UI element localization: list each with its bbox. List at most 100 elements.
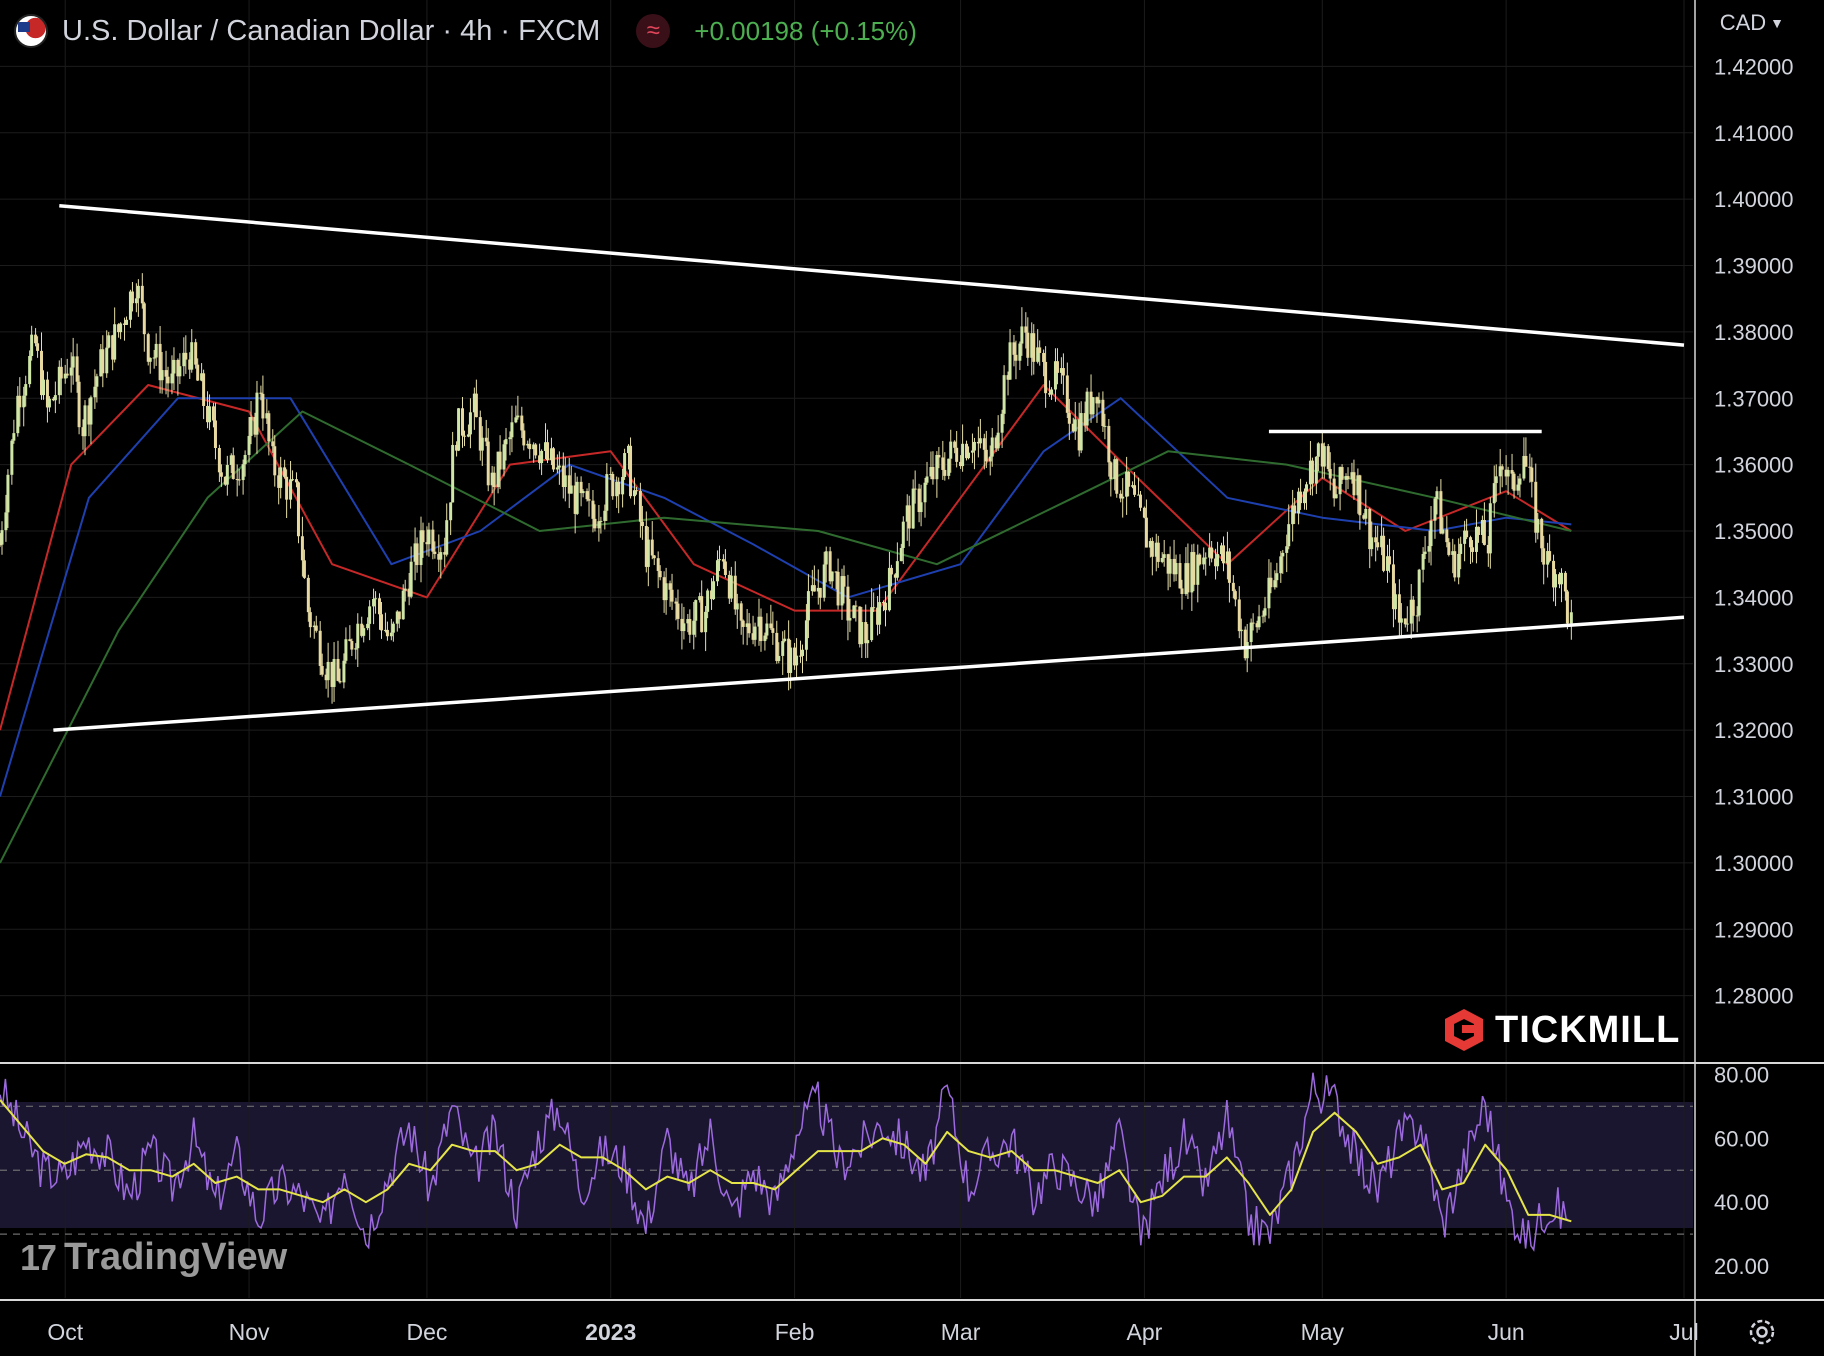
- candle-body: [1204, 557, 1208, 559]
- candle-body: [1374, 537, 1378, 543]
- candle-body: [965, 443, 969, 459]
- candle-body: [1546, 551, 1550, 565]
- candle-body: [1297, 491, 1301, 514]
- rsi-axis: 80.00 60.00 40.00 20.00: [1714, 1062, 1769, 1279]
- candle-body: [623, 453, 627, 477]
- candle-body: [65, 373, 69, 376]
- candle-body: [652, 555, 656, 559]
- candle-body: [47, 398, 51, 408]
- candle-body: [816, 587, 820, 592]
- candle-body: [972, 441, 976, 451]
- candle-body: [1399, 618, 1403, 623]
- trendline[interactable]: [53, 615, 1685, 732]
- candle-body: [1391, 564, 1395, 610]
- candle-body: [71, 356, 75, 368]
- candle-body: [1415, 615, 1419, 617]
- candle-body: [93, 386, 97, 398]
- candle-body: [148, 357, 152, 362]
- candle-body: [354, 648, 358, 650]
- candle-body: [646, 539, 650, 567]
- candle-body: [312, 625, 316, 628]
- settings-gear-icon[interactable]: [1745, 1315, 1779, 1349]
- candle-body: [211, 406, 215, 421]
- candle-body: [1563, 572, 1567, 592]
- candle-body: [1447, 542, 1451, 555]
- rsi-tick-label: 40.00: [1714, 1190, 1769, 1215]
- candle-body: [379, 614, 383, 631]
- candle-body: [561, 465, 565, 488]
- candle-body: [1002, 375, 1006, 414]
- candle-body: [899, 547, 903, 562]
- indicator-icon[interactable]: ≈: [636, 14, 671, 48]
- candle-body: [1053, 361, 1057, 390]
- candle-body: [781, 641, 785, 656]
- candle-body: [1050, 389, 1054, 395]
- candle-body: [729, 575, 733, 599]
- candle-body: [1291, 505, 1295, 525]
- candle-body: [407, 588, 411, 597]
- candle-body: [1435, 491, 1439, 499]
- candle-body: [202, 373, 206, 406]
- trendline[interactable]: [59, 204, 1685, 347]
- candle-body: [1510, 470, 1514, 474]
- candle-body: [178, 366, 182, 377]
- candle-body: [878, 602, 882, 625]
- candle-body: [360, 623, 364, 636]
- candle-body: [798, 655, 802, 657]
- candle-body: [858, 606, 862, 645]
- candle-body: [285, 476, 289, 500]
- candle-body: [77, 381, 81, 428]
- candle-body: [1534, 481, 1538, 533]
- rsi-tick-label: 60.00: [1714, 1126, 1769, 1151]
- price-tick-label: 1.36000: [1714, 453, 1794, 478]
- candle-body: [715, 560, 719, 582]
- candle-body: [546, 442, 550, 461]
- candle-body: [217, 448, 221, 473]
- candle-body: [421, 530, 425, 543]
- candle-body: [733, 575, 737, 610]
- candle-body: [306, 577, 310, 613]
- candle-body: [949, 441, 953, 459]
- candle-body: [522, 430, 526, 446]
- candle-body: [1344, 476, 1348, 480]
- candle-body: [277, 475, 281, 488]
- candle-body: [229, 455, 233, 465]
- candle-body: [1279, 556, 1283, 574]
- candle-body: [771, 628, 775, 633]
- candle-body: [206, 405, 210, 423]
- candle-body: [1174, 563, 1178, 575]
- candle-body: [87, 405, 91, 425]
- candle-body: [1542, 548, 1546, 565]
- candle-body: [389, 632, 393, 637]
- candle-body: [800, 649, 804, 656]
- candle-body: [1417, 569, 1421, 616]
- candle-body: [356, 623, 360, 649]
- candle-body: [1257, 616, 1261, 628]
- currency-selector[interactable]: CAD ▼: [1720, 10, 1784, 36]
- candle-body: [154, 343, 158, 358]
- price-tick-label: 1.29000: [1714, 917, 1794, 942]
- candle-body: [225, 464, 229, 485]
- candle-body: [1190, 552, 1194, 593]
- candle-body: [567, 475, 571, 494]
- time-tick-label: Jul: [1669, 1319, 1698, 1345]
- candle-body: [1530, 467, 1534, 482]
- candle-body: [907, 505, 911, 529]
- candle-body: [1518, 478, 1522, 485]
- candle-body: [793, 647, 797, 666]
- candle-body: [16, 395, 20, 434]
- candle-body: [1382, 535, 1386, 571]
- candle-body: [1332, 478, 1336, 499]
- candle-body: [1504, 469, 1508, 477]
- candle-body: [1308, 460, 1312, 485]
- candle-body: [1471, 547, 1475, 552]
- candle-body: [996, 432, 1000, 449]
- candle-body: [1516, 484, 1520, 491]
- candle-body: [1249, 622, 1253, 643]
- candle-body: [1512, 473, 1516, 491]
- candle-body: [721, 559, 725, 562]
- candle-body: [478, 417, 482, 451]
- candle-body: [1261, 615, 1265, 617]
- candle-body: [1036, 347, 1040, 362]
